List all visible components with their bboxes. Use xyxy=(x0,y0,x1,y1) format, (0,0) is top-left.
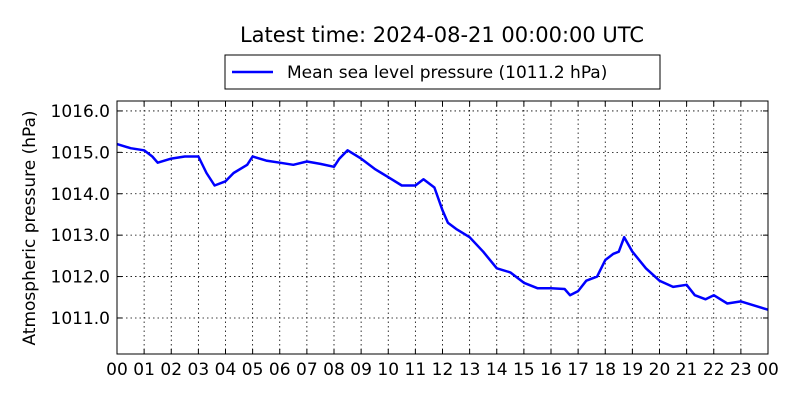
series-line xyxy=(116,142,769,311)
chart-title: Latest time: 2024-08-21 00:00:00 UTC xyxy=(240,23,644,47)
x-tick-label: 19 xyxy=(622,360,644,380)
y-axis-label: Atmospheric pressure (hPa) xyxy=(20,110,40,345)
x-tick-label: 23 xyxy=(730,360,752,380)
x-tick-label: 07 xyxy=(296,360,318,380)
y-tick-label: 1013.0 xyxy=(51,226,110,246)
x-tick-label: 13 xyxy=(459,360,481,380)
x-tick-label: 11 xyxy=(405,360,427,380)
x-tick-label: 21 xyxy=(676,360,698,380)
legend: Mean sea level pressure (1011.2 hPa) xyxy=(224,54,661,90)
x-tick-label: 10 xyxy=(377,360,399,380)
x-tick-label: 01 xyxy=(133,360,155,380)
x-tick-label: 04 xyxy=(215,360,237,380)
plot-frame xyxy=(116,100,769,355)
x-tick-label: 03 xyxy=(188,360,210,380)
x-tick-label: 14 xyxy=(486,360,508,380)
x-tick-label: 22 xyxy=(703,360,725,380)
legend-box xyxy=(224,54,661,90)
x-tick-label: 00 xyxy=(106,360,128,380)
x-tick-label: 16 xyxy=(540,360,562,380)
y-tick-label: 1014.0 xyxy=(51,185,110,205)
x-tick-label: 15 xyxy=(513,360,535,380)
x-tick-label: 02 xyxy=(160,360,182,380)
y-tick-label: 1015.0 xyxy=(51,143,110,163)
x-tick-label: 20 xyxy=(649,360,671,380)
x-tick-label: 05 xyxy=(242,360,264,380)
x-tick-label: 08 xyxy=(323,360,345,380)
x-tick-label: 00 xyxy=(757,360,779,380)
y-tick-label: 1011.0 xyxy=(51,309,110,329)
x-tick-label: 09 xyxy=(350,360,372,380)
x-tick-label: 18 xyxy=(594,360,616,380)
y-tick-label: 1016.0 xyxy=(51,102,110,122)
x-tick-label: 06 xyxy=(269,360,291,380)
y-tick-label: 1012.0 xyxy=(51,268,110,288)
x-tick-label: 12 xyxy=(432,360,454,380)
x-tick-label: 17 xyxy=(567,360,589,380)
legend-label: Mean sea level pressure (1011.2 hPa) xyxy=(287,63,607,83)
